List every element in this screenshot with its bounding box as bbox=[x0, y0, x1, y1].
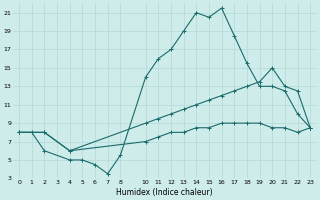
X-axis label: Humidex (Indice chaleur): Humidex (Indice chaleur) bbox=[116, 188, 213, 197]
